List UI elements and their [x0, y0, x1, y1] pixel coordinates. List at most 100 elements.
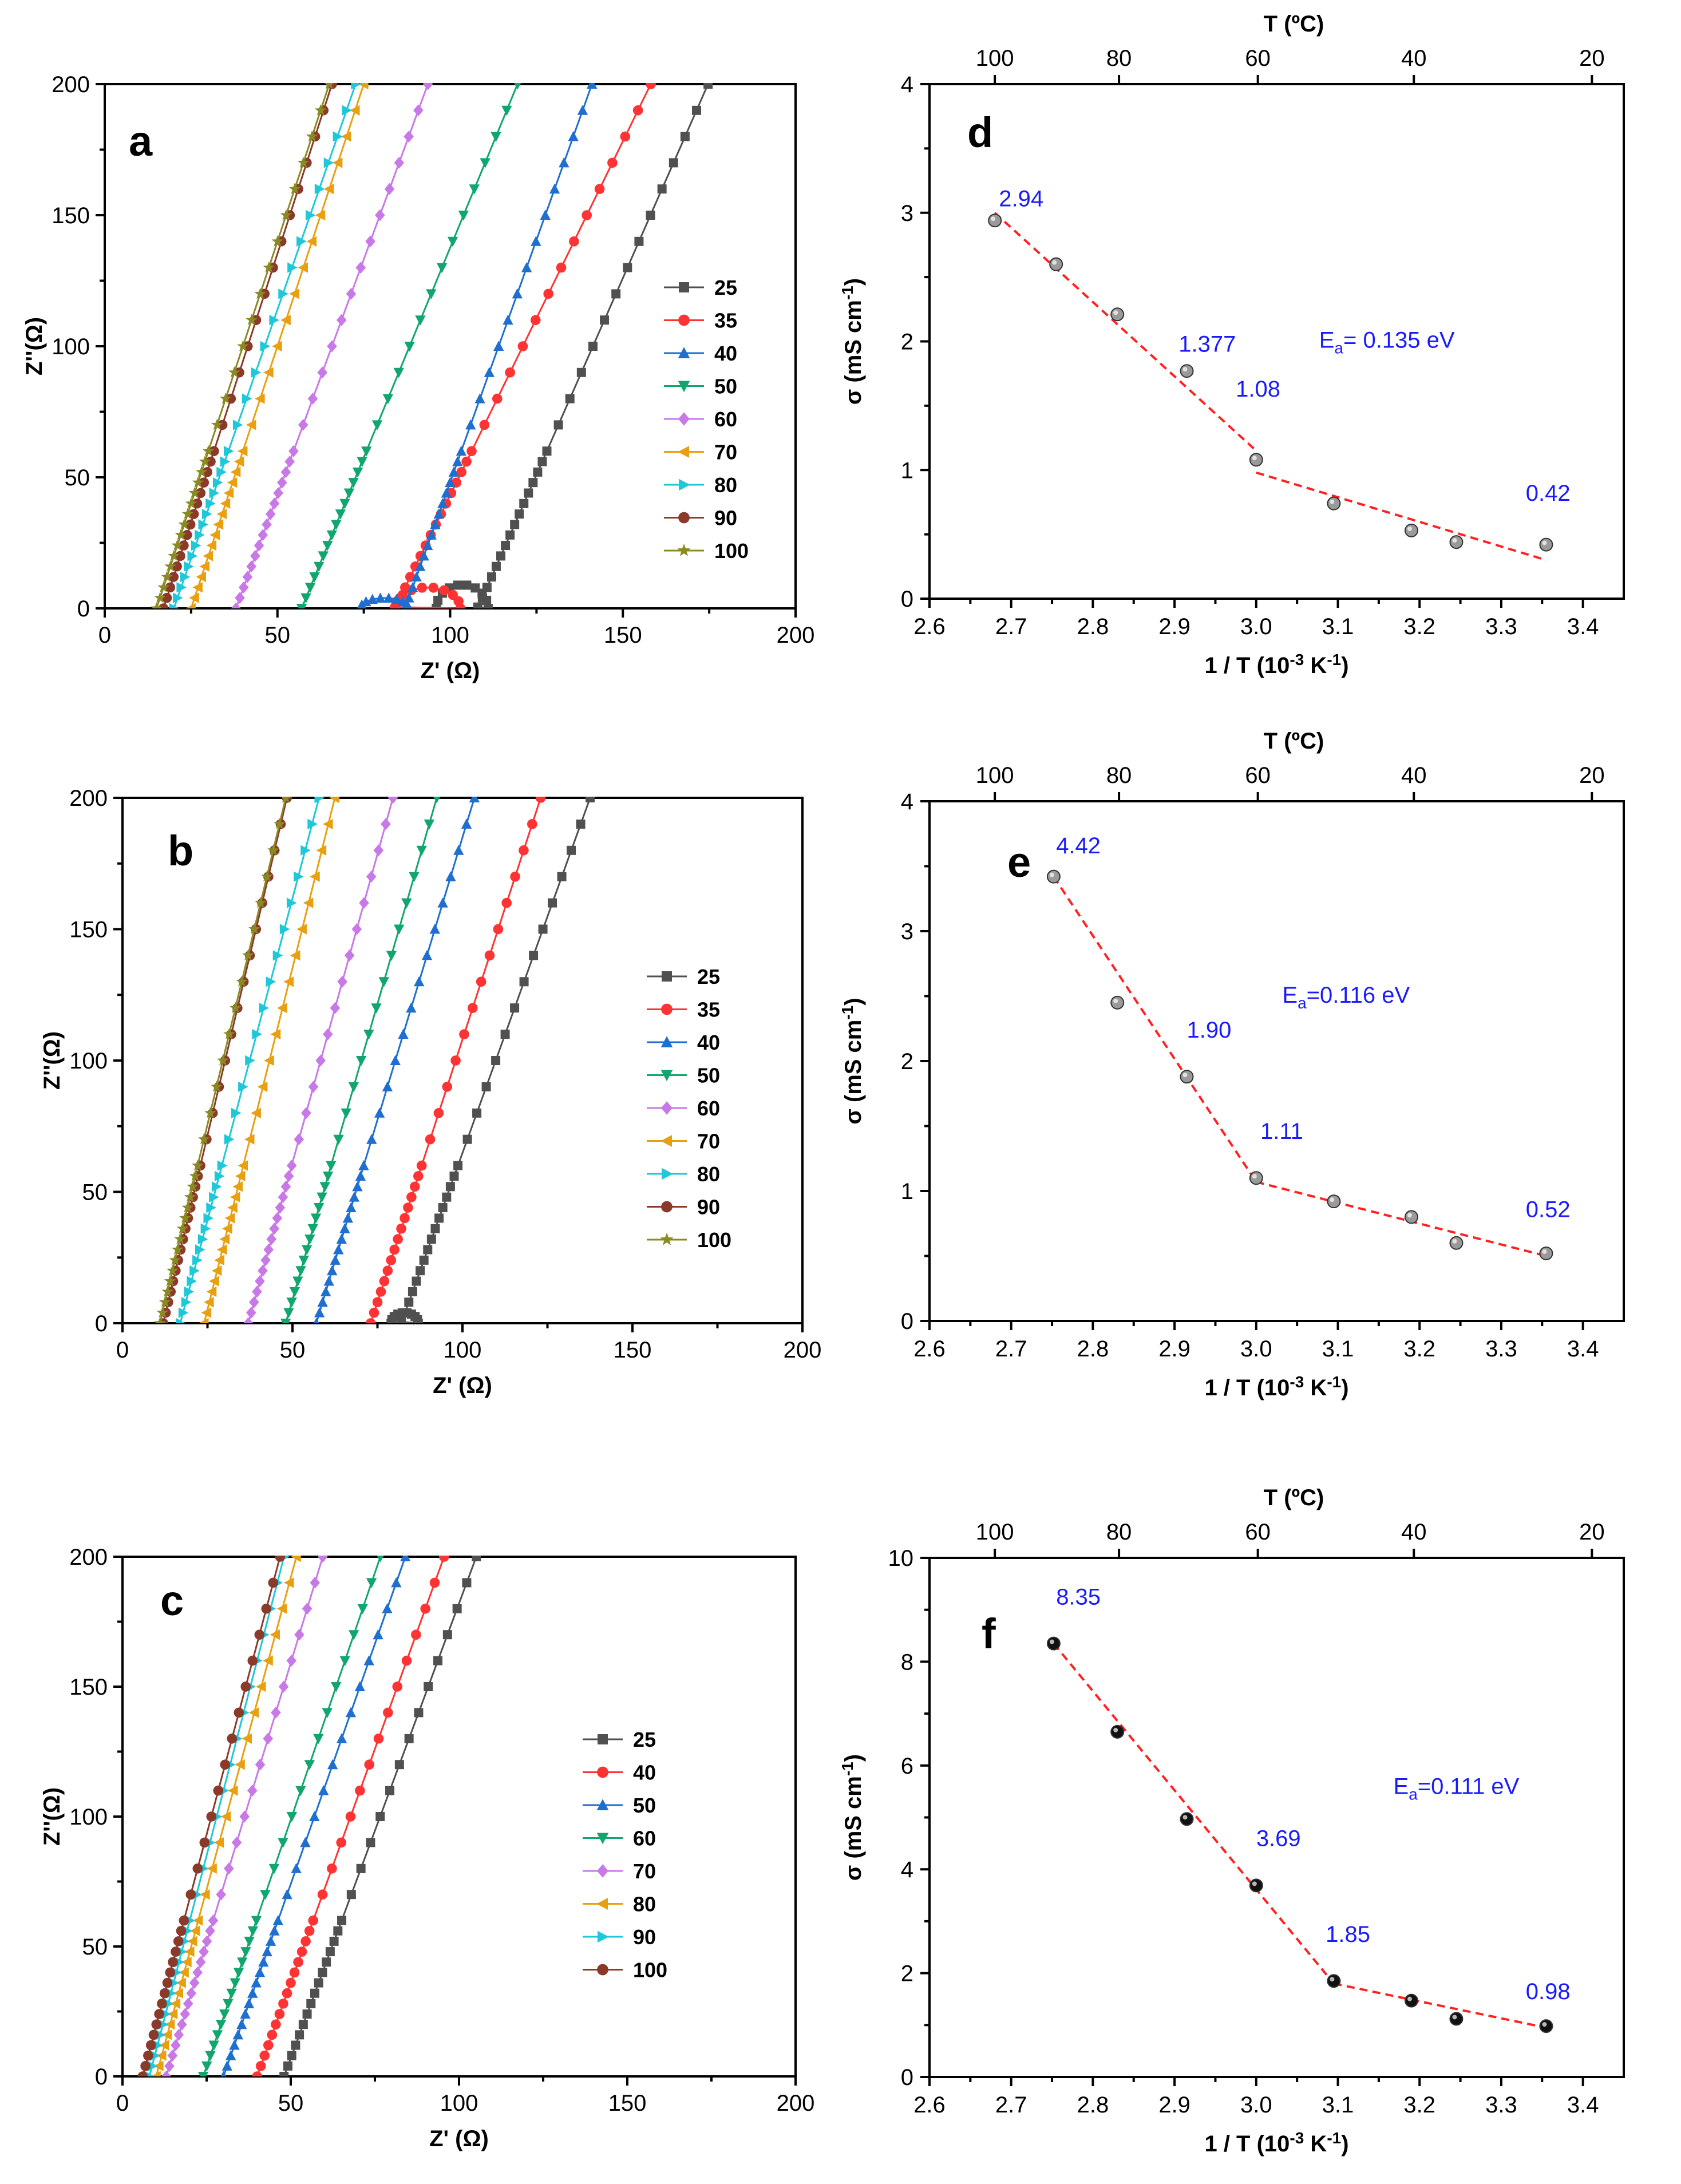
data-point	[449, 1171, 459, 1181]
data-point	[307, 818, 318, 830]
x-tick-label: 150	[608, 2091, 647, 2116]
data-point	[153, 2040, 163, 2051]
data-point	[153, 2060, 164, 2072]
data-point	[169, 603, 180, 608]
data-point	[412, 1276, 421, 1286]
legend-marker	[678, 347, 690, 358]
series-100	[137, 1556, 286, 2076]
data-point	[607, 157, 618, 168]
data-point	[254, 539, 264, 552]
data-point	[465, 419, 476, 430]
data-point	[260, 1890, 271, 1900]
top-tick-label: 40	[1401, 46, 1427, 71]
data-point	[349, 1192, 360, 1202]
data-point	[220, 392, 232, 404]
data-point	[505, 530, 515, 540]
data-point	[209, 1276, 219, 1287]
x-axis-title-part: )	[1341, 2131, 1348, 2157]
data-point	[279, 2072, 289, 2076]
data-point	[205, 498, 216, 509]
data-point	[383, 592, 394, 603]
data-point	[453, 1161, 463, 1170]
x-tick-label: 2.8	[1077, 614, 1109, 639]
panel-letter: f	[982, 1610, 996, 1657]
data-point	[336, 314, 347, 326]
data-point	[433, 1656, 443, 1665]
data-point	[1249, 453, 1263, 467]
data-point	[240, 1947, 251, 1957]
data-point	[307, 1224, 318, 1235]
data-point	[512, 288, 523, 299]
data-point	[503, 314, 513, 325]
data-point	[333, 1926, 343, 1936]
y-axis-title-part: σ (mS cm	[841, 1020, 866, 1125]
legend-label: 60	[714, 407, 737, 431]
data-point	[1449, 535, 1464, 549]
data-point	[1404, 1210, 1418, 1224]
data-point	[462, 1134, 472, 1144]
data-point	[184, 1190, 196, 1202]
data-point	[304, 1760, 315, 1770]
data-point	[272, 1212, 283, 1224]
data-point	[404, 130, 414, 143]
data-point	[422, 83, 433, 90]
y-tick-label: 200	[52, 72, 90, 97]
data-point	[482, 583, 492, 592]
data-point	[159, 2040, 169, 2051]
data-point	[401, 602, 409, 608]
data-point	[214, 1170, 225, 1182]
x-tick-label: 3.1	[1322, 614, 1354, 639]
data-point	[1539, 2019, 1553, 2033]
x-axis-title-part: )	[1341, 653, 1348, 678]
data-point	[251, 1977, 262, 1988]
data-point	[318, 1785, 329, 1795]
data-point	[383, 1707, 393, 1718]
data-point	[263, 2040, 274, 2051]
series-80	[151, 1556, 301, 2076]
x-tick-label: 100	[440, 2091, 478, 2116]
data-point	[296, 604, 307, 608]
data-point	[230, 466, 241, 478]
data-point	[272, 1915, 283, 1925]
data-point	[500, 1030, 510, 1039]
data-point	[289, 1967, 300, 1978]
x-axis-title-part: -1	[1327, 1373, 1341, 1391]
data-point	[535, 797, 546, 803]
data-point	[428, 583, 439, 593]
series-70	[161, 1556, 328, 2076]
data-point	[228, 366, 240, 378]
x-tick-label: 100	[444, 1338, 482, 1363]
data-point	[391, 1577, 402, 1588]
data-point	[501, 897, 512, 908]
value-annotation: 1.11	[1260, 1119, 1303, 1144]
data-point	[293, 1957, 303, 1968]
panel-letter: b	[168, 827, 193, 875]
data-point	[305, 209, 316, 221]
data-point	[245, 1055, 255, 1066]
data-point	[363, 1030, 374, 1040]
data-point	[155, 2029, 166, 2040]
data-point	[445, 1182, 455, 1192]
data-point	[294, 1628, 304, 1641]
series-40	[252, 1556, 449, 2076]
data-point	[355, 1170, 366, 1181]
data-point	[430, 519, 441, 529]
data-point	[339, 498, 350, 509]
data-point	[313, 561, 325, 572]
data-point	[501, 541, 511, 551]
y-axis-title: Z''(Ω)	[22, 317, 47, 375]
legend-marker	[596, 1898, 608, 1910]
top-tick-label: 40	[1401, 1520, 1427, 1545]
data-point	[209, 1192, 219, 1202]
top-axis-title: T (ºC)	[1264, 1485, 1324, 1510]
x-axis-title-part: )	[1341, 1375, 1348, 1400]
data-point	[206, 1202, 216, 1213]
data-point	[189, 1977, 200, 1989]
top-tick-label: 20	[1579, 1520, 1605, 1545]
data-point	[323, 1275, 334, 1286]
fit-line	[994, 212, 1257, 452]
data-point	[276, 476, 287, 489]
data-point	[165, 1967, 176, 1978]
data-point	[156, 2050, 167, 2061]
data-point	[161, 1285, 173, 1297]
